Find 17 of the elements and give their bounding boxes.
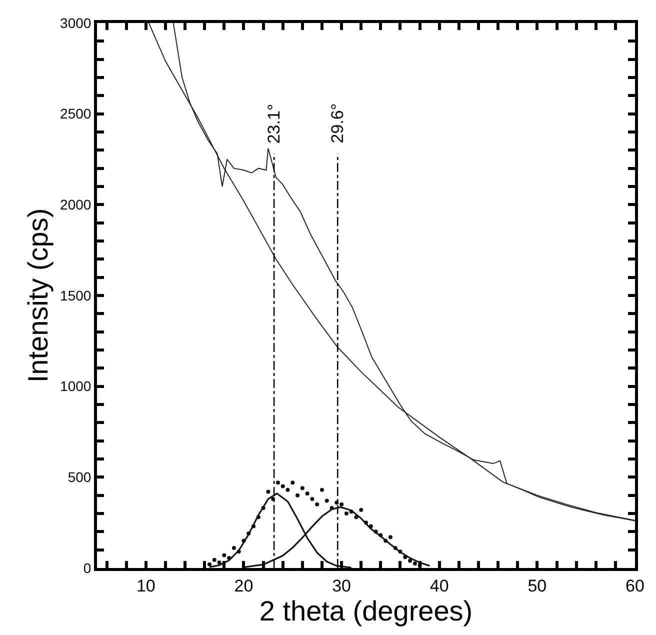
ref-line-label: 29.6° — [328, 103, 348, 144]
x-tick-label: 40 — [430, 576, 449, 596]
x-tick-label: 30 — [332, 576, 352, 596]
x-tick-label: 10 — [136, 576, 156, 596]
x-axis-title: 2 theta (degrees) — [259, 595, 473, 626]
y-tick-label: 2500 — [60, 106, 92, 122]
y-tick-label: 500 — [68, 469, 92, 486]
y-tick-label: 0 — [83, 560, 92, 576]
x-tick-label: 50 — [528, 576, 547, 596]
x-tick-label: 20 — [234, 576, 254, 596]
x-tick-label: 60 — [626, 576, 644, 596]
y-tick-label: 2000 — [60, 196, 92, 213]
y-tick-label: 1000 — [60, 378, 92, 394]
y-tick-label: 3000 — [60, 14, 92, 31]
y-tick-label: 1500 — [60, 287, 92, 304]
y-axis-title: Intensity (cps) — [22, 208, 54, 383]
ref-line-label: 23.1° — [264, 104, 284, 144]
